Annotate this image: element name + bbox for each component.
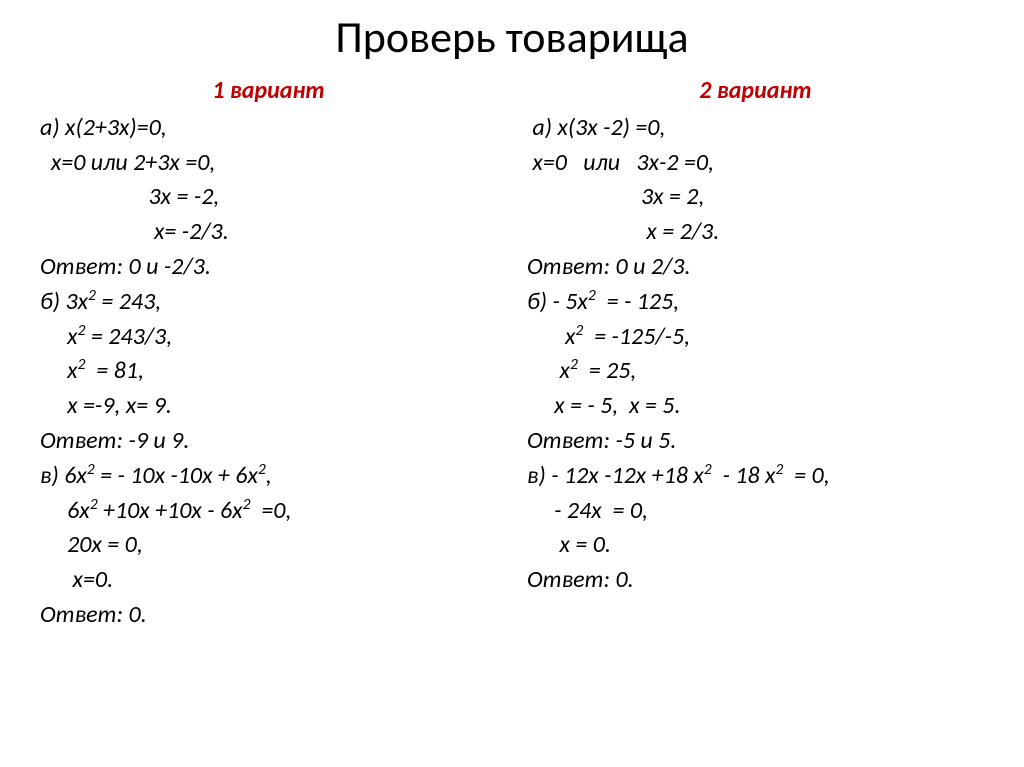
variant-2-body: а) х(3х -2) =0, х=0 или 3х-2 =0, 3х = 2,… — [527, 111, 984, 598]
math-line: х2 = 243/3, — [40, 320, 497, 355]
math-line: 3х = -2, — [40, 180, 497, 215]
math-line: Ответ: 0 и -2/3. — [40, 250, 497, 285]
math-line: 20х = 0, — [40, 528, 497, 563]
right-column: 2 вариант а) х(3х -2) =0, х=0 или 3х-2 =… — [527, 74, 984, 633]
math-line: х2 = -125/-5, — [527, 320, 984, 355]
math-line: х = 0. — [527, 528, 984, 563]
math-line: в) 6х2 = - 10х -10х + 6х2, — [40, 459, 497, 494]
math-line: х=0 или 3х-2 =0, — [527, 146, 984, 181]
left-column: 1 вариант а) х(2+3х)=0, х=0 или 2+3х =0,… — [40, 74, 497, 633]
math-line: х=0 или 2+3х =0, — [40, 146, 497, 181]
math-line: х =-9, х= 9. — [40, 389, 497, 424]
math-line: х2 = 81, — [40, 354, 497, 389]
math-line: Ответ: 0 и 2/3. — [527, 250, 984, 285]
math-line: х=0. — [40, 563, 497, 598]
math-line: х = - 5, х = 5. — [527, 389, 984, 424]
math-line: а) х(2+3х)=0, — [40, 111, 497, 146]
variant-1-body: а) х(2+3х)=0, х=0 или 2+3х =0, 3х = -2, … — [40, 111, 497, 633]
math-line: х2 = 25, — [527, 354, 984, 389]
math-line: а) х(3х -2) =0, — [527, 111, 984, 146]
variant-1-header: 1 вариант — [40, 74, 497, 109]
math-line: б) 3х2 = 243, — [40, 285, 497, 320]
variant-2-header: 2 вариант — [527, 74, 984, 109]
math-line: - 24х = 0, — [527, 494, 984, 529]
page-title: Проверь товарища — [40, 10, 984, 64]
math-line: в) - 12х -12х +18 х2 - 18 х2 = 0, — [527, 459, 984, 494]
math-line: Ответ: -9 и 9. — [40, 424, 497, 459]
math-line: б) - 5х2 = - 125, — [527, 285, 984, 320]
math-line: Ответ: 0. — [40, 598, 497, 633]
math-line: х= -2/3. — [40, 215, 497, 250]
columns-container: 1 вариант а) х(2+3х)=0, х=0 или 2+3х =0,… — [40, 74, 984, 633]
math-line: 6х2 +10х +10х - 6х2 =0, — [40, 494, 497, 529]
math-line: х = 2/3. — [527, 215, 984, 250]
math-line: Ответ: 0. — [527, 563, 984, 598]
math-line: 3х = 2, — [527, 180, 984, 215]
slide: Проверь товарища 1 вариант а) х(2+3х)=0,… — [0, 0, 1024, 767]
math-line: Ответ: -5 и 5. — [527, 424, 984, 459]
